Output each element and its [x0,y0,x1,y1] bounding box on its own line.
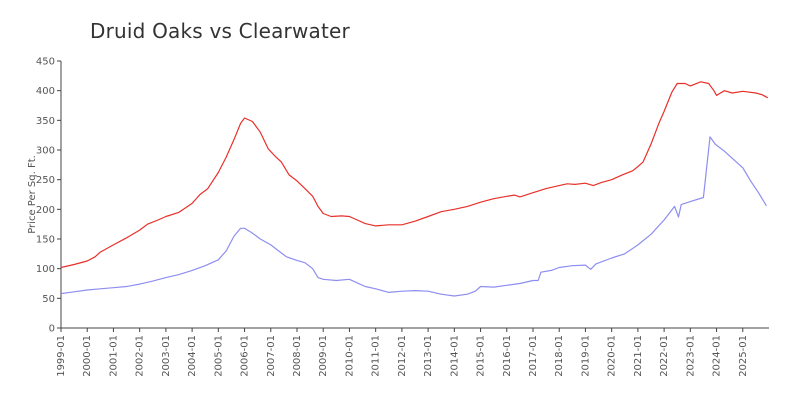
x-tick-label: 2017-01 [528,335,539,377]
x-tick-label: 2008-01 [292,335,303,377]
x-tick-label: 2007-01 [266,335,277,377]
x-tick-label: 2003-01 [161,335,172,377]
x-tick-label: 2022-01 [659,335,670,377]
x-tick-label: 2014-01 [449,335,460,377]
y-axis-title: Price Per Sq. Ft. [27,155,38,234]
y-tick-label: 250 [36,175,55,186]
x-tick-label: 2013-01 [423,335,434,377]
x-tick-label: 2015-01 [476,335,487,377]
y-tick-label: 400 [36,86,55,97]
y-tick-label: 300 [36,146,55,157]
x-tick-label: 2024-01 [712,335,723,377]
x-tick-label: 2019-01 [580,335,591,377]
x-tick-label: 2011-01 [371,335,382,377]
x-tick-label: 2018-01 [554,335,565,377]
x-tick-label: 2010-01 [344,335,355,377]
x-tick-label: 2021-01 [633,335,644,377]
x-tick-label: 2001-01 [108,335,119,377]
x-tick-label: 2004-01 [187,335,198,377]
x-tick-label: 2005-01 [213,335,224,377]
x-tick-label: 2023-01 [685,335,696,377]
x-tick-label: 2006-01 [240,335,251,377]
y-tick-label: 0 [49,324,55,335]
y-tick-label: 350 [36,116,55,127]
x-tick-label: 2012-01 [397,335,408,377]
x-tick-label: 2025-01 [738,335,749,377]
x-tick-label: 2000-01 [82,335,93,377]
chart-title: Druid Oaks vs Clearwater [90,19,350,43]
x-tick-label: 2002-01 [135,335,146,377]
x-tick-label: 2009-01 [318,335,329,377]
y-tick-label: 200 [36,205,55,216]
y-tick-label: 150 [36,235,55,246]
x-tick-label: 2020-01 [607,335,618,377]
series-line-druid-oaks [60,81,768,269]
x-tick-label: 2016-01 [502,335,513,377]
y-tick-label: 50 [42,294,55,305]
y-tick-label: 450 [36,57,55,68]
series-line-clearwater [60,136,767,297]
x-tick-label: 1999-01 [56,335,67,377]
y-tick-label: 100 [36,264,55,275]
